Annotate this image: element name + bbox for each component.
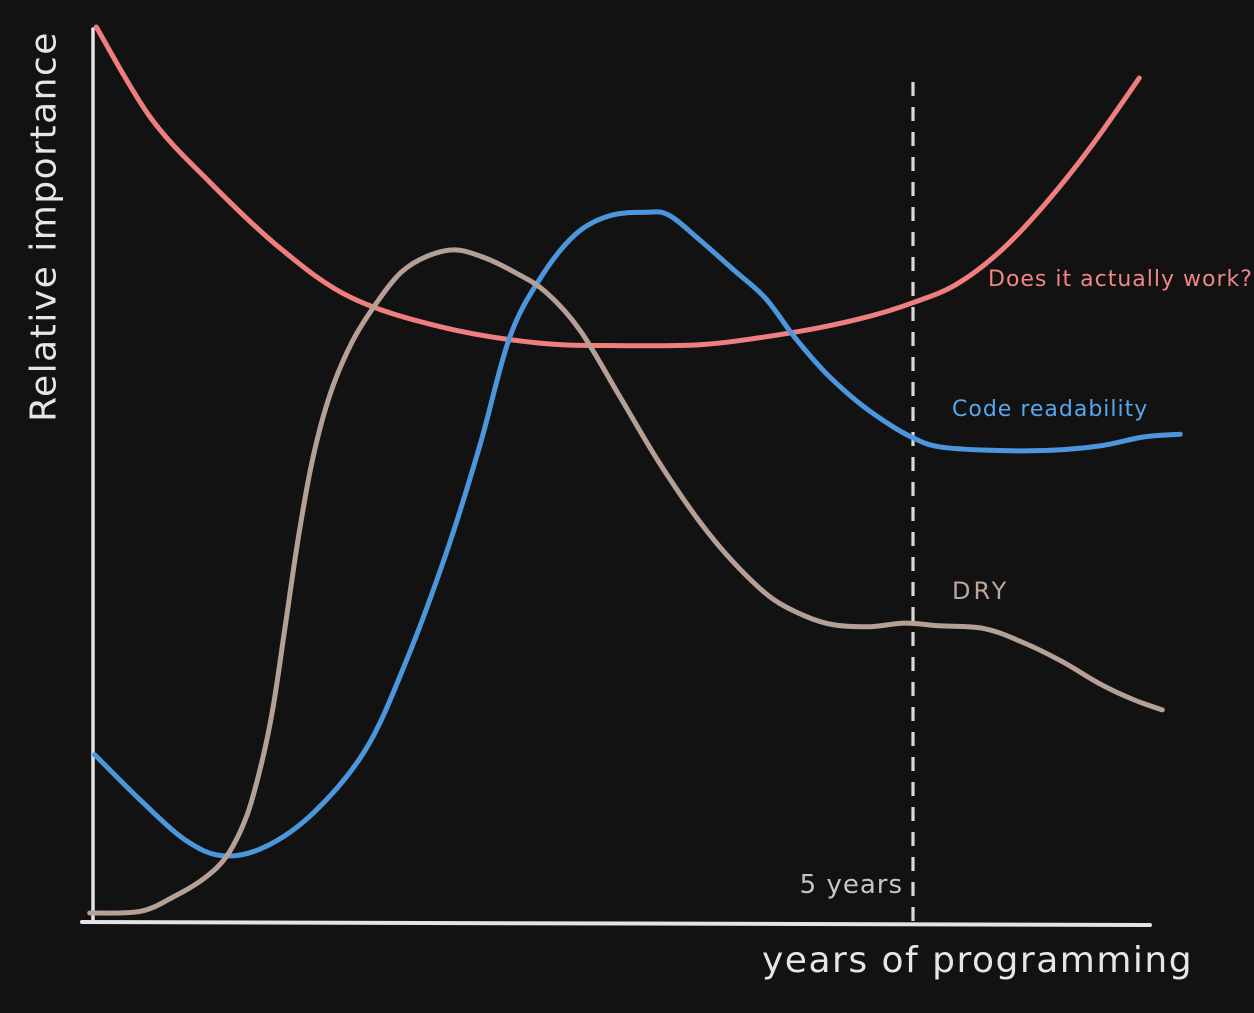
five-years-marker-label: 5 years bbox=[799, 870, 903, 900]
series-line-does-it-actually-work bbox=[93, 24, 1142, 349]
series-label-dry: DRY bbox=[952, 577, 1010, 605]
series-line-dry bbox=[87, 247, 1165, 916]
x-axis-line bbox=[80, 920, 1152, 927]
series-label-code-readability: Code readability bbox=[952, 397, 1149, 422]
series-line-code-readability bbox=[92, 209, 1183, 859]
y-axis-label: Relative importance bbox=[23, 31, 65, 422]
x-axis-label: years of programming bbox=[762, 940, 1194, 981]
series-label-does-it-actually-work: Does it actually work? bbox=[988, 267, 1253, 292]
